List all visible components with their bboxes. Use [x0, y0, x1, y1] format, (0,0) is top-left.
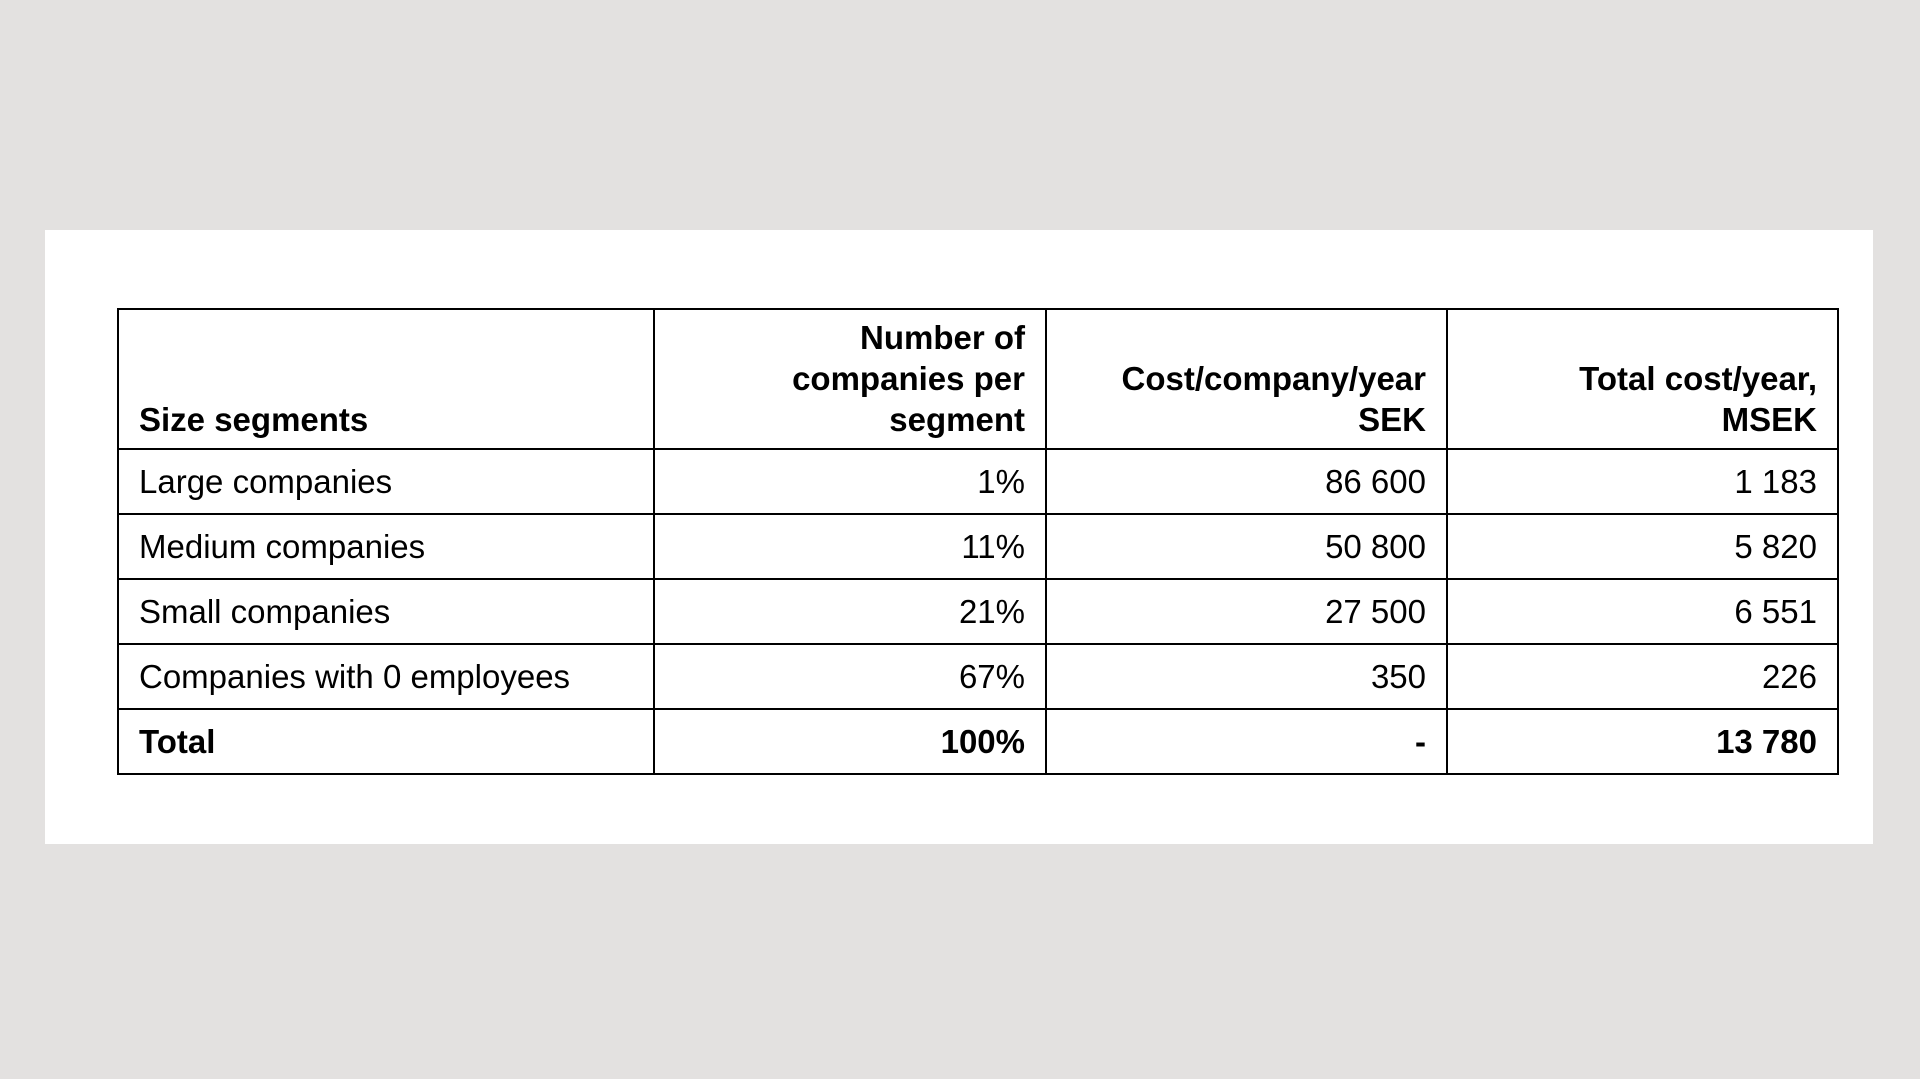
cell-cost-per-company: 86 600: [1045, 448, 1448, 515]
cell-share: 21%: [653, 578, 1047, 645]
cell-total-cost: 5 820: [1446, 513, 1839, 580]
cost-breakdown-table: Size segments Number of companies per se…: [117, 308, 1839, 775]
cell-share: 1%: [653, 448, 1047, 515]
cell-share: 11%: [653, 513, 1047, 580]
col-header-cost-per-company: Cost/company/year SEK: [1045, 308, 1448, 450]
cell-total-cost: 226: [1446, 643, 1839, 710]
cell-cost-per-company: 27 500: [1045, 578, 1448, 645]
cell-segment: Companies with 0 employees: [117, 643, 655, 710]
cell-segment: Medium companies: [117, 513, 655, 580]
table-row: Small companies 21% 27 500 6 551: [117, 578, 1839, 645]
cell-total-cost: 6 551: [1446, 578, 1839, 645]
document-page: Size segments Number of companies per se…: [45, 230, 1873, 844]
col-header-number-of-companies: Number of companies per segment: [653, 308, 1047, 450]
header-row: Size segments Number of companies per se…: [117, 308, 1839, 450]
cell-segment: Small companies: [117, 578, 655, 645]
cell-cost-per-company: 350: [1045, 643, 1448, 710]
cell-segment: Large companies: [117, 448, 655, 515]
cell-share: 67%: [653, 643, 1047, 710]
cell-total-share: 100%: [653, 708, 1047, 775]
table-row: Large companies 1% 86 600 1 183: [117, 448, 1839, 515]
total-row: Total 100% - 13 780: [117, 708, 1839, 775]
col-header-size-segments: Size segments: [117, 308, 655, 450]
cell-total-label: Total: [117, 708, 655, 775]
cell-total-cost-per-company: -: [1045, 708, 1448, 775]
cell-total-total-cost: 13 780: [1446, 708, 1839, 775]
cell-cost-per-company: 50 800: [1045, 513, 1448, 580]
table-row: Companies with 0 employees 67% 350 226: [117, 643, 1839, 710]
cell-total-cost: 1 183: [1446, 448, 1839, 515]
col-header-total-cost: Total cost/year, MSEK: [1446, 308, 1839, 450]
table-row: Medium companies 11% 50 800 5 820: [117, 513, 1839, 580]
